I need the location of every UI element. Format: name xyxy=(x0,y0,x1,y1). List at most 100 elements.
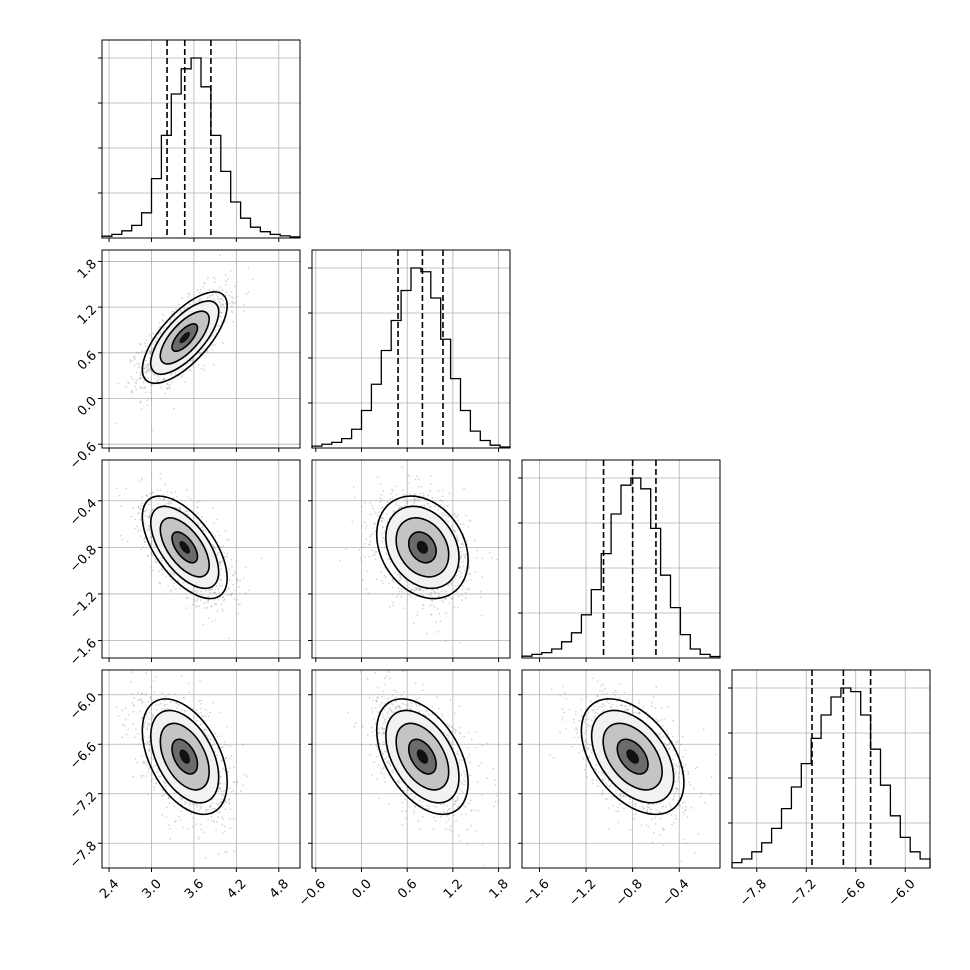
scatter-point xyxy=(464,591,467,594)
scatter-point xyxy=(197,836,200,839)
scatter-point xyxy=(145,672,148,674)
scatter-point xyxy=(214,299,216,302)
scatter-point xyxy=(236,578,238,581)
scatter-point xyxy=(469,520,472,523)
scatter-point xyxy=(248,589,251,592)
scatter-point xyxy=(233,570,236,573)
scatter-point xyxy=(147,377,150,380)
scatter-point xyxy=(150,350,153,353)
scatter-point xyxy=(375,550,378,553)
y-tick-label: 0.6 xyxy=(75,348,100,373)
y-tick-label: −0.4 xyxy=(67,496,100,529)
scatter-point xyxy=(211,294,214,297)
scatter-point xyxy=(370,534,372,536)
scatter-point xyxy=(383,574,386,577)
scatter-point xyxy=(149,391,152,394)
scatter-point xyxy=(222,595,225,598)
scatter-point xyxy=(150,399,153,402)
scatter-point xyxy=(225,283,227,286)
scatter-point xyxy=(419,492,421,495)
scatter-point xyxy=(151,429,153,432)
scatter-point xyxy=(212,344,214,346)
scatter-point xyxy=(197,507,200,509)
scatter-point xyxy=(231,565,234,568)
scatter-point xyxy=(468,566,471,569)
scatter-point xyxy=(145,345,147,347)
scatter-point xyxy=(196,501,199,504)
scatter-point xyxy=(181,374,184,377)
scatter-point xyxy=(150,473,153,476)
scatter-point xyxy=(206,350,209,353)
scatter-point xyxy=(200,712,203,714)
scatter-point xyxy=(144,349,147,352)
scatter-point xyxy=(216,297,219,300)
scatter-point xyxy=(190,812,193,815)
scatter-point xyxy=(199,679,201,682)
scatter-point xyxy=(204,602,206,604)
scatter-point xyxy=(191,603,194,606)
scatter-point xyxy=(164,392,166,395)
scatter-point xyxy=(196,606,199,608)
scatter-point xyxy=(184,381,186,384)
scatter-point xyxy=(481,614,483,617)
scatter-point xyxy=(372,554,375,557)
scatter-point xyxy=(219,812,222,814)
scatter-point xyxy=(426,632,428,635)
scatter-point xyxy=(169,318,172,321)
scatter-point xyxy=(205,520,208,523)
y-tick-label: 0.0 xyxy=(75,394,100,419)
scatter-point xyxy=(173,582,175,585)
scatter-point xyxy=(137,512,140,514)
scatter-point xyxy=(139,374,142,376)
scatter-point xyxy=(226,744,229,747)
scatter-point xyxy=(206,606,208,609)
scatter-point xyxy=(151,384,154,386)
scatter-point xyxy=(139,376,142,379)
scatter-point xyxy=(226,851,228,854)
scatter-point xyxy=(459,641,462,644)
scatter-point xyxy=(437,631,439,633)
scatter-point xyxy=(148,370,151,373)
scatter-point xyxy=(391,586,394,589)
scatter-point xyxy=(136,761,139,764)
scatter-point xyxy=(140,738,143,741)
scatter-point xyxy=(162,493,165,496)
scatter-point xyxy=(119,534,122,537)
scatter-point xyxy=(214,344,217,347)
pair-panel-0-2: −1.6−1.2−0.8−0.4 xyxy=(67,459,301,669)
scatter-point xyxy=(151,347,154,350)
scatter-point xyxy=(380,571,382,573)
scatter-point xyxy=(140,377,143,380)
scatter-point xyxy=(235,599,238,601)
scatter-point xyxy=(198,299,201,301)
scatter-point xyxy=(174,587,177,590)
scatter-point xyxy=(146,363,149,366)
scatter-point xyxy=(388,582,391,585)
scatter-point xyxy=(139,529,142,532)
scatter-point xyxy=(143,367,146,370)
scatter-point xyxy=(431,599,434,602)
scatter-point xyxy=(148,334,151,336)
scatter-point xyxy=(203,607,206,609)
scatter-point xyxy=(392,604,394,606)
scatter-point xyxy=(129,359,132,362)
scatter-point xyxy=(154,373,157,376)
scatter-point xyxy=(155,341,157,343)
hist-panel-2 xyxy=(518,459,721,662)
scatter-point xyxy=(215,518,218,521)
scatter-point xyxy=(189,370,192,372)
scatter-point xyxy=(408,475,411,478)
scatter-point xyxy=(131,389,134,392)
scatter-point xyxy=(426,494,429,497)
scatter-point xyxy=(440,599,443,602)
scatter-point xyxy=(231,296,233,299)
scatter-point xyxy=(166,387,169,390)
scatter-point xyxy=(393,581,395,584)
scatter-point xyxy=(462,585,465,588)
scatter-point xyxy=(384,576,387,579)
scatter-point xyxy=(160,386,163,389)
scatter-point xyxy=(151,491,154,494)
scatter-point xyxy=(232,297,235,299)
scatter-point xyxy=(161,320,164,323)
scatter-point xyxy=(136,525,139,527)
